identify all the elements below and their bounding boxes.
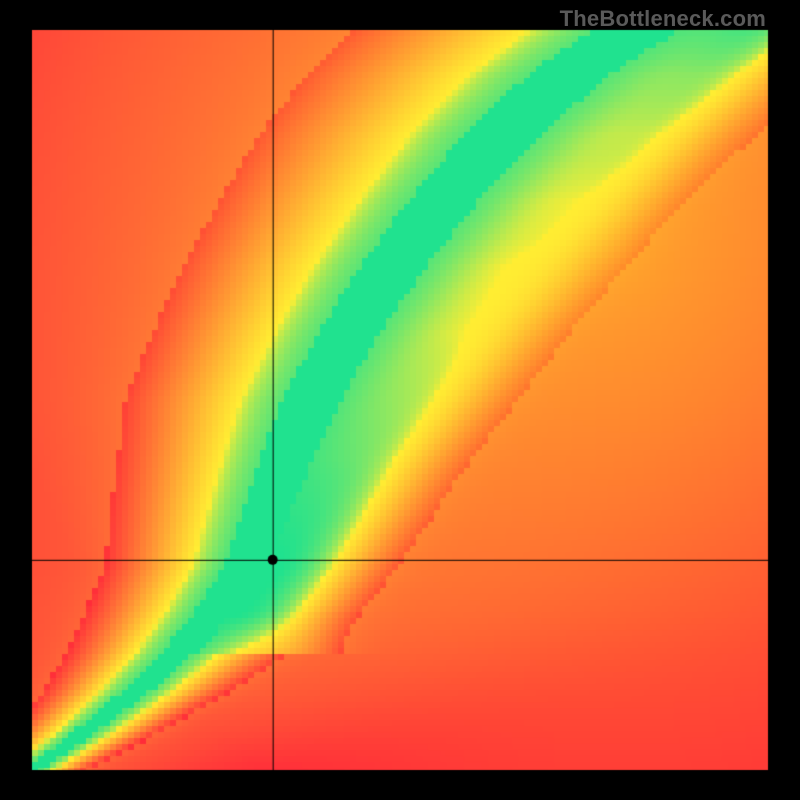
heatmap-canvas: [0, 0, 800, 800]
watermark-text: TheBottleneck.com: [560, 6, 766, 32]
chart-container: { "canvas": { "width": 800, "height": 80…: [0, 0, 800, 800]
